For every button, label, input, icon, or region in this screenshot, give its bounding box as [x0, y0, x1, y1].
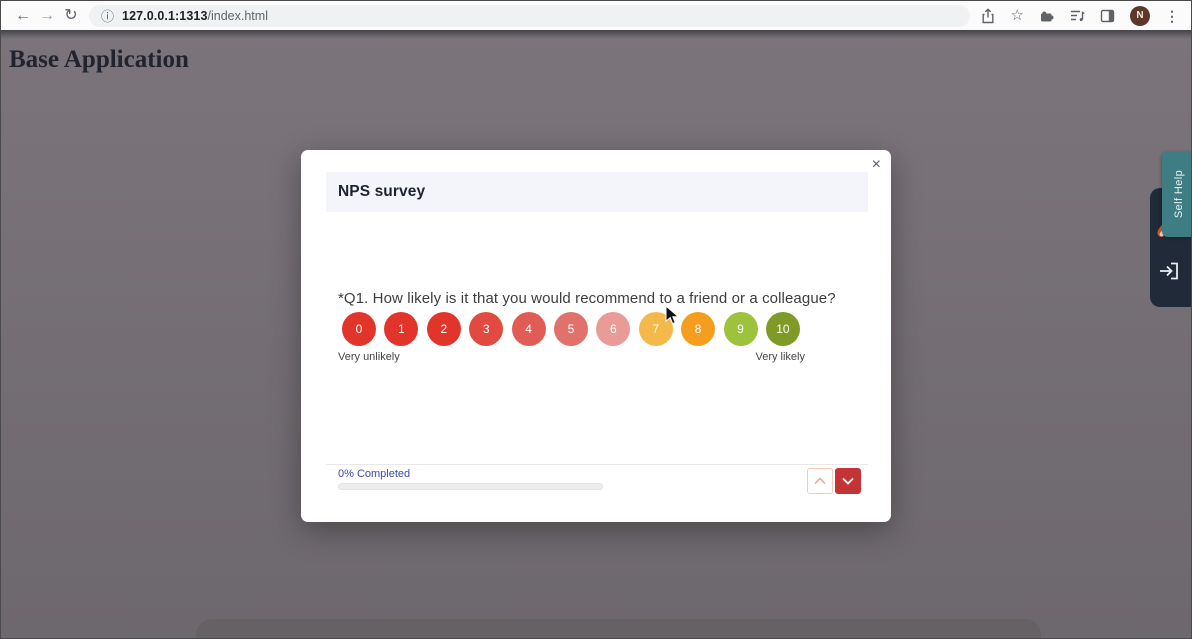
dock-silhouette	[196, 619, 1041, 638]
browser-toolbar: ← → ↻ ⓘ 127.0.0.1:1313/index.html ☆	[1, 1, 1191, 30]
nps-option-10[interactable]: 10	[765, 312, 800, 346]
url-path: /index.html	[207, 8, 268, 23]
bookmark-star-icon[interactable]: ☆	[1010, 7, 1024, 24]
scale-right-label: Very likely	[755, 351, 805, 363]
site-info-icon[interactable]: ⓘ	[101, 9, 115, 24]
nps-option-6[interactable]: 6	[596, 312, 631, 346]
page-title: Base Application	[9, 46, 189, 73]
media-controls-icon[interactable]	[1069, 8, 1085, 23]
nps-option-2[interactable]: 2	[426, 312, 461, 346]
progress-label: 0% Completed	[338, 468, 411, 480]
nps-option-8[interactable]: 8	[681, 312, 716, 346]
nps-option-3[interactable]: 3	[469, 312, 504, 346]
share-icon[interactable]	[980, 7, 996, 24]
nps-survey-modal: × NPS survey *Q1. How likely is it that …	[301, 150, 891, 522]
progress-bar	[338, 483, 603, 490]
nps-option-0[interactable]: 0	[342, 312, 376, 346]
footer-divider	[326, 464, 868, 465]
enter-arrow-icon[interactable]	[1158, 260, 1180, 287]
previous-question-button[interactable]	[807, 468, 833, 494]
survey-question: *Q1. How likely is it that you would rec…	[338, 290, 836, 307]
browser-menu-icon[interactable]: ⋮	[1165, 7, 1179, 24]
url-host: 127.0.0.1:1313	[122, 8, 208, 23]
profile-avatar[interactable]: N	[1130, 5, 1150, 26]
reload-icon[interactable]: ↻	[64, 6, 78, 24]
modal-header: NPS survey	[326, 172, 868, 212]
scale-left-label: Very unlikely	[338, 351, 400, 363]
next-question-button[interactable]	[835, 468, 861, 494]
scale-labels: Very unlikely Very likely	[338, 351, 805, 363]
self-help-tab[interactable]: Self Help	[1162, 151, 1191, 237]
nps-option-4[interactable]: 4	[511, 312, 546, 346]
nps-option-5[interactable]: 5	[553, 312, 588, 346]
extensions-puzzle-icon[interactable]	[1039, 8, 1054, 23]
toolbar-right: ☆ N ⋮	[980, 5, 1181, 26]
modal-title: NPS survey	[338, 183, 426, 200]
forward-icon[interactable]: →	[39, 6, 55, 24]
address-bar[interactable]: ⓘ 127.0.0.1:1313/index.html	[89, 4, 970, 27]
self-help-tab-label: Self Help	[1173, 169, 1185, 219]
back-icon[interactable]: ←	[15, 6, 31, 24]
toolbar-shadow	[1, 30, 1191, 39]
side-panel-icon[interactable]	[1100, 9, 1115, 23]
page-background: Base Application Self Help × NPS s	[1, 30, 1191, 638]
close-icon[interactable]: ×	[871, 156, 881, 173]
nps-option-7[interactable]: 7	[638, 312, 673, 346]
nps-scale: 0 1 2 3 4 5 6 7 8 9 10	[342, 312, 800, 346]
nps-option-9[interactable]: 9	[723, 312, 758, 346]
nps-option-1[interactable]: 1	[384, 312, 419, 346]
